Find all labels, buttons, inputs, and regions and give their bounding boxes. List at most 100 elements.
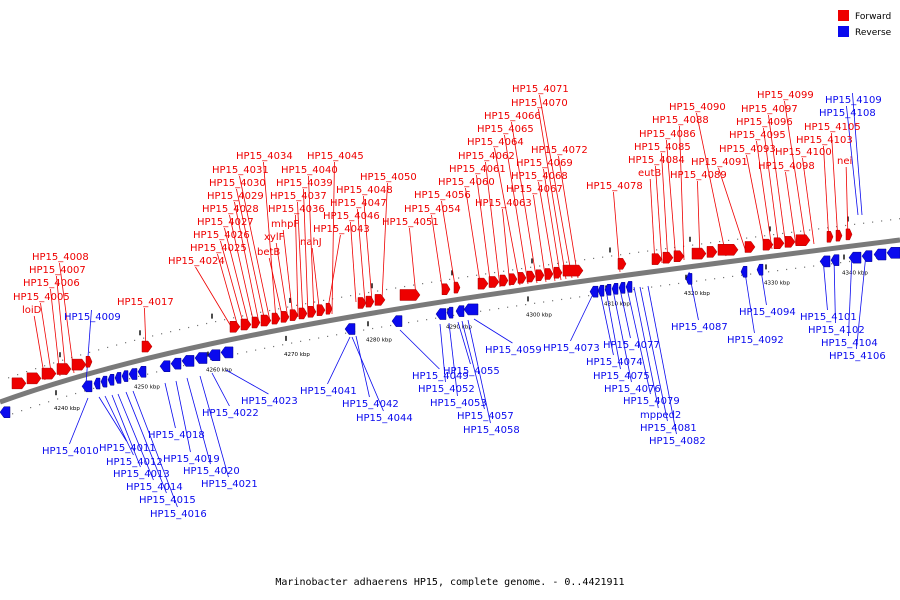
forward-gene-label: HP15_4089 bbox=[670, 170, 727, 181]
forward-gene-label: HP15_4084 bbox=[628, 155, 685, 166]
forward-gene-label: HP15_4034 bbox=[236, 151, 293, 162]
reverse-gene-arrow bbox=[873, 248, 887, 261]
scale-dot bbox=[44, 365, 46, 367]
scale-dot bbox=[494, 271, 496, 274]
scale-dot bbox=[305, 303, 307, 305]
forward-label-connector bbox=[746, 154, 766, 251]
scale-dot bbox=[602, 256, 604, 258]
reverse-label-connector bbox=[852, 92, 863, 216]
scale-dot bbox=[255, 349, 257, 351]
reverse-gene-label: HP15_4106 bbox=[829, 351, 886, 362]
scale-dot bbox=[66, 395, 68, 397]
reverse-gene-arrow bbox=[446, 306, 454, 319]
reverse-label-connector bbox=[833, 256, 836, 324]
scale-dot bbox=[152, 335, 154, 337]
forward-label-connector bbox=[802, 157, 815, 245]
scale-dot bbox=[656, 249, 658, 251]
reverse-label-connector bbox=[439, 323, 446, 383]
scale-dot bbox=[498, 307, 500, 310]
scale-dot bbox=[629, 252, 631, 255]
forward-gene-label: HP15_4007 bbox=[29, 265, 86, 276]
scale-dot bbox=[525, 304, 527, 306]
reverse-label-connector bbox=[848, 254, 853, 337]
scale-dot bbox=[143, 337, 145, 339]
forward-label-connector bbox=[649, 178, 656, 265]
forward-label-connector bbox=[326, 234, 341, 315]
forward-label-connector bbox=[357, 208, 366, 303]
forward-label-connector bbox=[476, 174, 492, 289]
scale-dot bbox=[93, 387, 95, 389]
forward-label-connector bbox=[763, 127, 780, 249]
forward-gene-label: HP15_4060 bbox=[438, 177, 495, 188]
reverse-gene-label: HP15_4094 bbox=[739, 307, 796, 318]
reverse-label-connector bbox=[132, 390, 178, 508]
scale-dot bbox=[413, 284, 415, 286]
reverse-label-connector bbox=[846, 105, 859, 216]
forward-gene-arrow bbox=[477, 277, 489, 290]
reverse-gene-arrow bbox=[181, 355, 195, 367]
scale-dot bbox=[588, 295, 590, 297]
reverse-label-connector bbox=[125, 391, 167, 494]
reverse-gene-label: HP15_4042 bbox=[342, 399, 399, 410]
reverse-gene-label: HP15_4082 bbox=[649, 436, 706, 447]
scale-dot bbox=[318, 337, 320, 339]
scale-dot bbox=[579, 296, 581, 298]
reverse-label-connector bbox=[225, 369, 269, 395]
scale-dot bbox=[818, 228, 820, 230]
reverse-label-connector bbox=[117, 393, 154, 481]
scale-dot bbox=[89, 351, 91, 353]
scale-dot bbox=[377, 290, 379, 292]
reverse-gene-arrow bbox=[391, 315, 403, 327]
forward-gene-arrow bbox=[499, 274, 509, 287]
forward-label-connector bbox=[229, 214, 255, 325]
forward-gene-arrow bbox=[85, 356, 93, 368]
forward-label-connector bbox=[655, 165, 663, 264]
forward-gene-label: HP15_4027 bbox=[197, 217, 254, 228]
reverse-gene-label: mpped2 bbox=[640, 410, 681, 421]
forward-label-connector bbox=[494, 147, 521, 286]
scale-dot bbox=[323, 299, 325, 302]
scale-dot bbox=[8, 377, 10, 379]
scale-dot bbox=[75, 392, 77, 395]
forward-label-connector bbox=[538, 108, 567, 280]
reverse-gene-label: HP15_4108 bbox=[819, 108, 876, 119]
scale-dot bbox=[593, 257, 595, 260]
forward-gene-arrow bbox=[26, 372, 42, 385]
forward-gene-label: HP15_4031 bbox=[212, 165, 269, 176]
forward-gene-label: HP15_4030 bbox=[209, 178, 266, 189]
scale-dot bbox=[566, 261, 568, 263]
forward-gene-arrow bbox=[441, 283, 451, 296]
forward-gene-label: HP15_4037 bbox=[270, 191, 327, 202]
scale-dot bbox=[665, 248, 667, 250]
forward-gene-arrow bbox=[691, 247, 707, 260]
forward-label-connector bbox=[823, 145, 830, 243]
forward-gene-label: HP15_4085 bbox=[634, 142, 691, 153]
forward-gene-arrow bbox=[271, 312, 281, 325]
scale-dot bbox=[881, 220, 883, 222]
forward-gene-label: HP15_4026 bbox=[193, 230, 250, 241]
reverse-gene-label: HP15_4053 bbox=[430, 398, 487, 409]
scale-dot bbox=[215, 320, 217, 323]
scale-dot bbox=[651, 286, 653, 288]
reverse-gene-arrow bbox=[121, 370, 129, 382]
forward-gene-label: HP15_4008 bbox=[32, 252, 89, 263]
scale-dot bbox=[309, 339, 311, 341]
reverse-label-connector bbox=[461, 320, 485, 410]
scale-dot bbox=[552, 300, 554, 302]
scale-dot bbox=[804, 266, 806, 268]
scale-dot bbox=[390, 324, 392, 327]
forward-gene-label: HP15_4070 bbox=[511, 98, 568, 109]
forward-label-connector bbox=[297, 201, 304, 318]
forward-label-connector bbox=[661, 152, 669, 263]
forward-gene-label: HP15_4088 bbox=[652, 115, 709, 126]
forward-gene-label: HP15_4100 bbox=[775, 147, 832, 158]
reverse-label-connector bbox=[626, 287, 651, 395]
forward-label-connector bbox=[718, 167, 747, 253]
scale-dot bbox=[786, 268, 788, 271]
reverse-gene-arrow bbox=[159, 360, 171, 372]
scale-dot bbox=[777, 270, 779, 272]
scale-dot bbox=[521, 268, 523, 270]
reverse-label-connector bbox=[639, 286, 668, 422]
forward-label-connector bbox=[538, 181, 556, 282]
forward-label-connector bbox=[502, 208, 511, 287]
